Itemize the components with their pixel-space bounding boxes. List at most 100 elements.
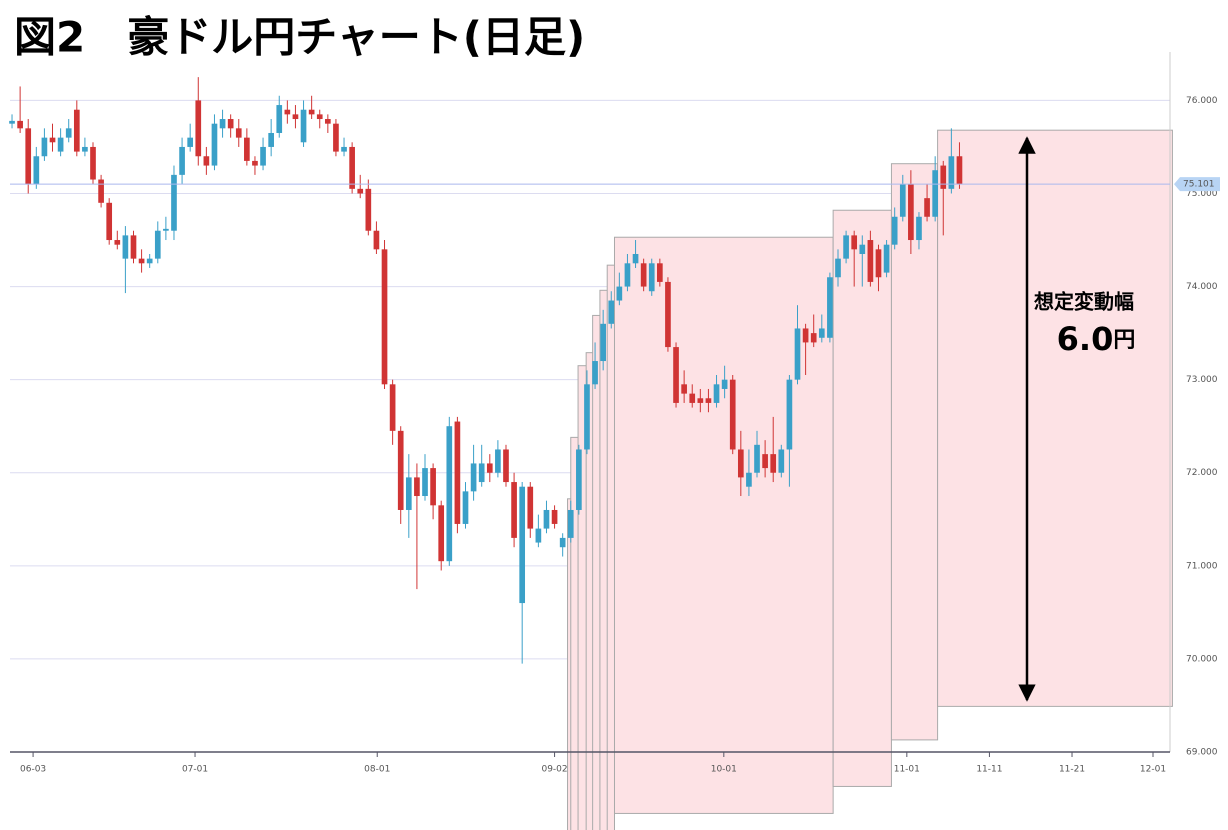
candle-body: [794, 328, 801, 380]
candle-body: [665, 281, 671, 348]
candle-body: [648, 263, 655, 292]
candle-body: [454, 421, 461, 524]
candle-body: [333, 123, 339, 152]
candle-body: [576, 449, 582, 510]
candle-body: [786, 379, 793, 450]
candle-body: [657, 263, 663, 282]
candle-body: [203, 156, 210, 166]
candle-body: [106, 202, 113, 241]
candle-body: [462, 491, 469, 524]
candle-body: [365, 188, 372, 231]
candle-body: [405, 477, 412, 510]
candle-body: [875, 249, 882, 278]
candle-body: [697, 398, 704, 403]
candle-body: [851, 235, 858, 250]
candle-body: [357, 188, 364, 194]
candle-body: [883, 244, 890, 273]
x-tick-label: 11-11: [976, 765, 1002, 775]
candle-body: [478, 463, 485, 483]
x-tick-label: 11-01: [894, 765, 920, 775]
candle-body: [632, 253, 639, 264]
annotation: 想定変動幅: [1034, 290, 1134, 314]
y-tick-label: 70.000: [1186, 654, 1218, 664]
candle-body: [146, 258, 153, 264]
x-tick-label: 10-01: [711, 765, 737, 775]
candle-body: [592, 361, 598, 385]
y-tick-label: 72.000: [1186, 468, 1218, 478]
candle-body: [82, 146, 88, 152]
candle-body: [90, 146, 96, 180]
candle-body: [49, 137, 56, 143]
x-tick-label: 07-01: [182, 765, 208, 775]
candle-body: [438, 505, 445, 562]
y-tick-label: 71.000: [1186, 561, 1218, 571]
candle-body: [163, 228, 169, 231]
range-box: [937, 129, 1173, 707]
candle-body: [729, 379, 736, 450]
range-box: [832, 209, 892, 787]
candle-body: [397, 430, 404, 510]
candle-body: [284, 109, 291, 115]
candle-body: [268, 132, 274, 147]
candle-body: [721, 379, 728, 389]
candle-body: [300, 109, 307, 143]
candle-body: [567, 509, 574, 538]
candle-body: [219, 119, 226, 129]
range-box: [613, 236, 834, 814]
x-tick-label: 06-03: [20, 765, 46, 775]
candle-body: [713, 384, 720, 403]
candle-body: [754, 444, 760, 473]
candle-body: [252, 160, 258, 166]
candle-body: [535, 528, 542, 543]
candle-body: [818, 328, 825, 338]
candle-body: [908, 184, 914, 241]
chart-title: 図2 豪ドル円チャート(日足): [14, 13, 585, 62]
candle-body: [527, 486, 534, 529]
annotation-value: 6.0円: [1057, 320, 1136, 358]
candle-body: [843, 235, 849, 259]
candle-body: [891, 216, 898, 245]
candle-body: [624, 263, 631, 287]
last-price-label: 75.101: [1183, 180, 1215, 190]
candle-body: [325, 119, 331, 124]
candle-body: [114, 240, 121, 245]
candle-body: [737, 449, 744, 478]
candle-body: [616, 286, 623, 301]
candle-body: [227, 119, 234, 129]
candle-body: [746, 472, 752, 487]
candle-body: [705, 398, 712, 403]
candle-body: [681, 384, 687, 394]
candle-body: [600, 323, 606, 362]
y-tick-label: 75.000: [1186, 189, 1218, 199]
candle-body: [195, 100, 202, 157]
candle-body: [25, 128, 32, 185]
candle-body: [430, 468, 436, 506]
candle-body: [73, 109, 80, 152]
y-tick-label: 73.000: [1186, 375, 1218, 385]
candle-body: [940, 165, 947, 189]
candle-body: [422, 468, 428, 497]
candle-body: [859, 244, 866, 254]
candle-body: [948, 156, 955, 189]
candle-body: [414, 477, 420, 497]
candle-body: [316, 114, 323, 120]
candle-body: [179, 146, 185, 175]
candle-body: [778, 449, 785, 473]
candle-body: [9, 120, 15, 124]
x-tick-label: 12-01: [1140, 765, 1166, 775]
y-tick-label: 69.000: [1186, 748, 1218, 758]
candle-body: [762, 454, 768, 469]
candle-body: [244, 137, 250, 161]
x-tick-label: 08-01: [364, 765, 390, 775]
candle-body: [138, 258, 145, 264]
candle-body: [899, 184, 906, 217]
candle-body: [640, 263, 647, 287]
candle-body: [810, 333, 817, 343]
candle-body: [673, 347, 679, 403]
candle-body: [349, 146, 355, 189]
candle-body: [470, 463, 477, 492]
candle-body: [211, 123, 218, 166]
candle-body: [65, 128, 72, 138]
candle-body: [770, 454, 777, 473]
x-tick-label: 11-21: [1059, 765, 1085, 775]
